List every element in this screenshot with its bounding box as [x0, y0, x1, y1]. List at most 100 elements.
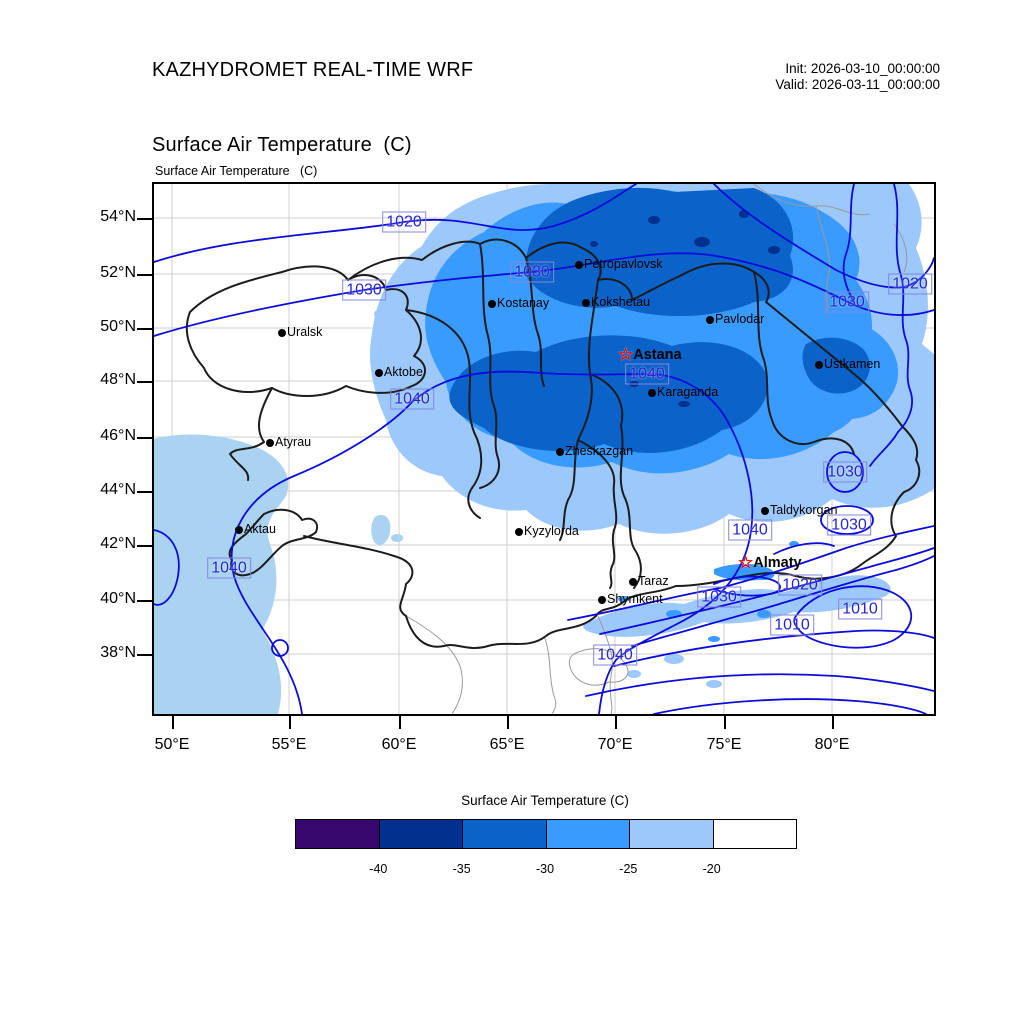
- run-timestamps: Init: 2026-03-10_00:00:00 Valid: 2026-03…: [775, 61, 940, 93]
- aral-sea: [371, 514, 403, 545]
- isobar-label-1020: 1020: [382, 211, 426, 233]
- city-pavlodar: Pavlodar: [706, 312, 764, 326]
- city-dot-icon: [815, 360, 823, 369]
- isobar-label-1030: 1030: [827, 514, 871, 536]
- title-model: KAZHYDROMET REAL-TIME WRF: [152, 59, 474, 81]
- lon-tick-mark: [724, 714, 726, 729]
- city-aktau: Aktau: [235, 522, 276, 536]
- isobar-label-1040: 1040: [593, 644, 637, 666]
- lat-tick-mark: [137, 491, 152, 493]
- isobar-label-1010: 1010: [770, 614, 814, 636]
- city-label: Aktobe: [384, 365, 423, 379]
- lon-tick-label: 50°E: [154, 736, 190, 753]
- lat-tick-mark: [137, 274, 152, 276]
- city-dot-icon: [598, 595, 606, 604]
- colorbar-tick-label: -25: [619, 862, 638, 876]
- colorbar-tick-label: -30: [535, 862, 555, 876]
- city-karaganda: Karaganda: [648, 385, 718, 399]
- city-dot-icon: [375, 368, 383, 377]
- city-dot-icon: [515, 527, 523, 536]
- temp-shade-dark: [590, 210, 780, 407]
- lat-tick-label: 54°N: [100, 208, 136, 225]
- city-dot-icon: [629, 577, 637, 586]
- lon-tick-mark: [832, 714, 834, 729]
- lon-tick-label: 55°E: [271, 736, 307, 753]
- lat-tick-label: 42°N: [100, 535, 136, 552]
- lat-tick-label: 44°N: [100, 481, 136, 498]
- isobar-label-1030: 1030: [342, 279, 386, 301]
- lat-tick-mark: [137, 381, 152, 383]
- isobar-contours: [154, 184, 934, 714]
- isobar-label-1010: 1010: [838, 598, 882, 620]
- colorbar-segment: [378, 820, 462, 848]
- colorbar-tick-label: -20: [702, 862, 721, 876]
- lon-tick-label: 80°E: [814, 736, 850, 753]
- lat-tick-mark: [137, 437, 152, 439]
- city-dot-icon: [582, 298, 590, 307]
- city-label: Pavlodar: [715, 312, 765, 326]
- init-time: Init: 2026-03-10_00:00:00: [785, 61, 940, 76]
- map-plot: 1020 1030 1030 1020 1030 1040 1040 1030 1040 1030…: [100, 182, 936, 753]
- city-label: Kyzylorda: [524, 524, 579, 538]
- city-dot-icon: [648, 388, 656, 397]
- city-dot-icon: [706, 315, 714, 324]
- lat-tick-mark: [137, 328, 152, 330]
- city-label: Shymkent: [607, 592, 663, 606]
- city-label: Taldykorgan: [770, 503, 838, 517]
- city-label: Zheskazgan: [565, 444, 634, 458]
- city-zheskazgan: Zheskazgan: [556, 444, 633, 458]
- isobar-label-1030: 1030: [825, 291, 869, 313]
- lon-tick-label: 60°E: [381, 736, 417, 753]
- lat-tick-label: 50°N: [100, 318, 136, 335]
- capital-star-icon: ☆: [738, 553, 754, 572]
- city-dot-icon: [488, 299, 496, 308]
- city-label: Uralsk: [287, 325, 323, 339]
- city-aktobe: Aktobe: [375, 365, 423, 379]
- colorbar: [295, 819, 797, 849]
- lat-tick-label: 46°N: [100, 427, 136, 444]
- isobar-label-1020: 1020: [888, 273, 932, 295]
- isobar-label-1040: 1040: [625, 363, 669, 385]
- capital-star-icon: ☆: [618, 345, 634, 364]
- city-shymkent: Shymkent: [598, 592, 663, 606]
- colorbar-segment: [545, 820, 629, 848]
- isobar-label-1030: 1030: [697, 586, 741, 608]
- city-dot-icon: [556, 447, 564, 456]
- isobar-label-1040: 1040: [207, 557, 251, 579]
- isobar-label-1040: 1040: [728, 519, 772, 541]
- lon-tick-label: 75°E: [706, 736, 742, 753]
- city-atyrau: Atyrau: [266, 435, 311, 449]
- city-almaty: ☆Almaty: [738, 553, 802, 573]
- city-taldykorgan: Taldykorgan: [761, 503, 837, 517]
- city-petropavlovsk: Petropavlovsk: [575, 257, 663, 271]
- lon-tick-label: 70°E: [597, 736, 633, 753]
- colorbar-title: Surface Air Temperature (C): [461, 793, 629, 808]
- lat-tick-mark: [137, 654, 152, 656]
- lat-tick-mark: [137, 545, 152, 547]
- city-dot-icon: [266, 438, 274, 447]
- isobar-label-1020: 1020: [778, 574, 822, 596]
- city-label: Kostanay: [497, 296, 550, 310]
- isobar-label-1030: 1030: [823, 461, 867, 483]
- colorbar-tick-labels: -40 -35 -30 -25 -20: [295, 862, 795, 878]
- city-label: Karaganda: [657, 385, 719, 399]
- lon-tick-mark: [399, 714, 401, 729]
- lat-tick-mark: [137, 600, 152, 602]
- city-label: Ustkamen: [824, 357, 881, 371]
- valid-time: Valid: 2026-03-11_00:00:00: [775, 77, 940, 92]
- colorbar-segment: [296, 820, 379, 848]
- city-astana: ☆Astana: [618, 345, 682, 365]
- city-kokshetau: Kokshetau: [582, 295, 650, 309]
- caspian-sea: [154, 434, 289, 714]
- city-dot-icon: [278, 328, 286, 337]
- lon-tick-mark: [615, 714, 617, 729]
- city-label: Kokshetau: [591, 295, 651, 309]
- city-label: Almaty: [753, 554, 802, 571]
- lat-tick-label: 38°N: [100, 644, 136, 661]
- city-label: Atyrau: [275, 435, 312, 449]
- lat-tick-label: 52°N: [100, 264, 136, 281]
- city-dot-icon: [575, 260, 583, 269]
- city-label: Petropavlovsk: [584, 257, 663, 271]
- lon-tick-mark: [507, 714, 509, 729]
